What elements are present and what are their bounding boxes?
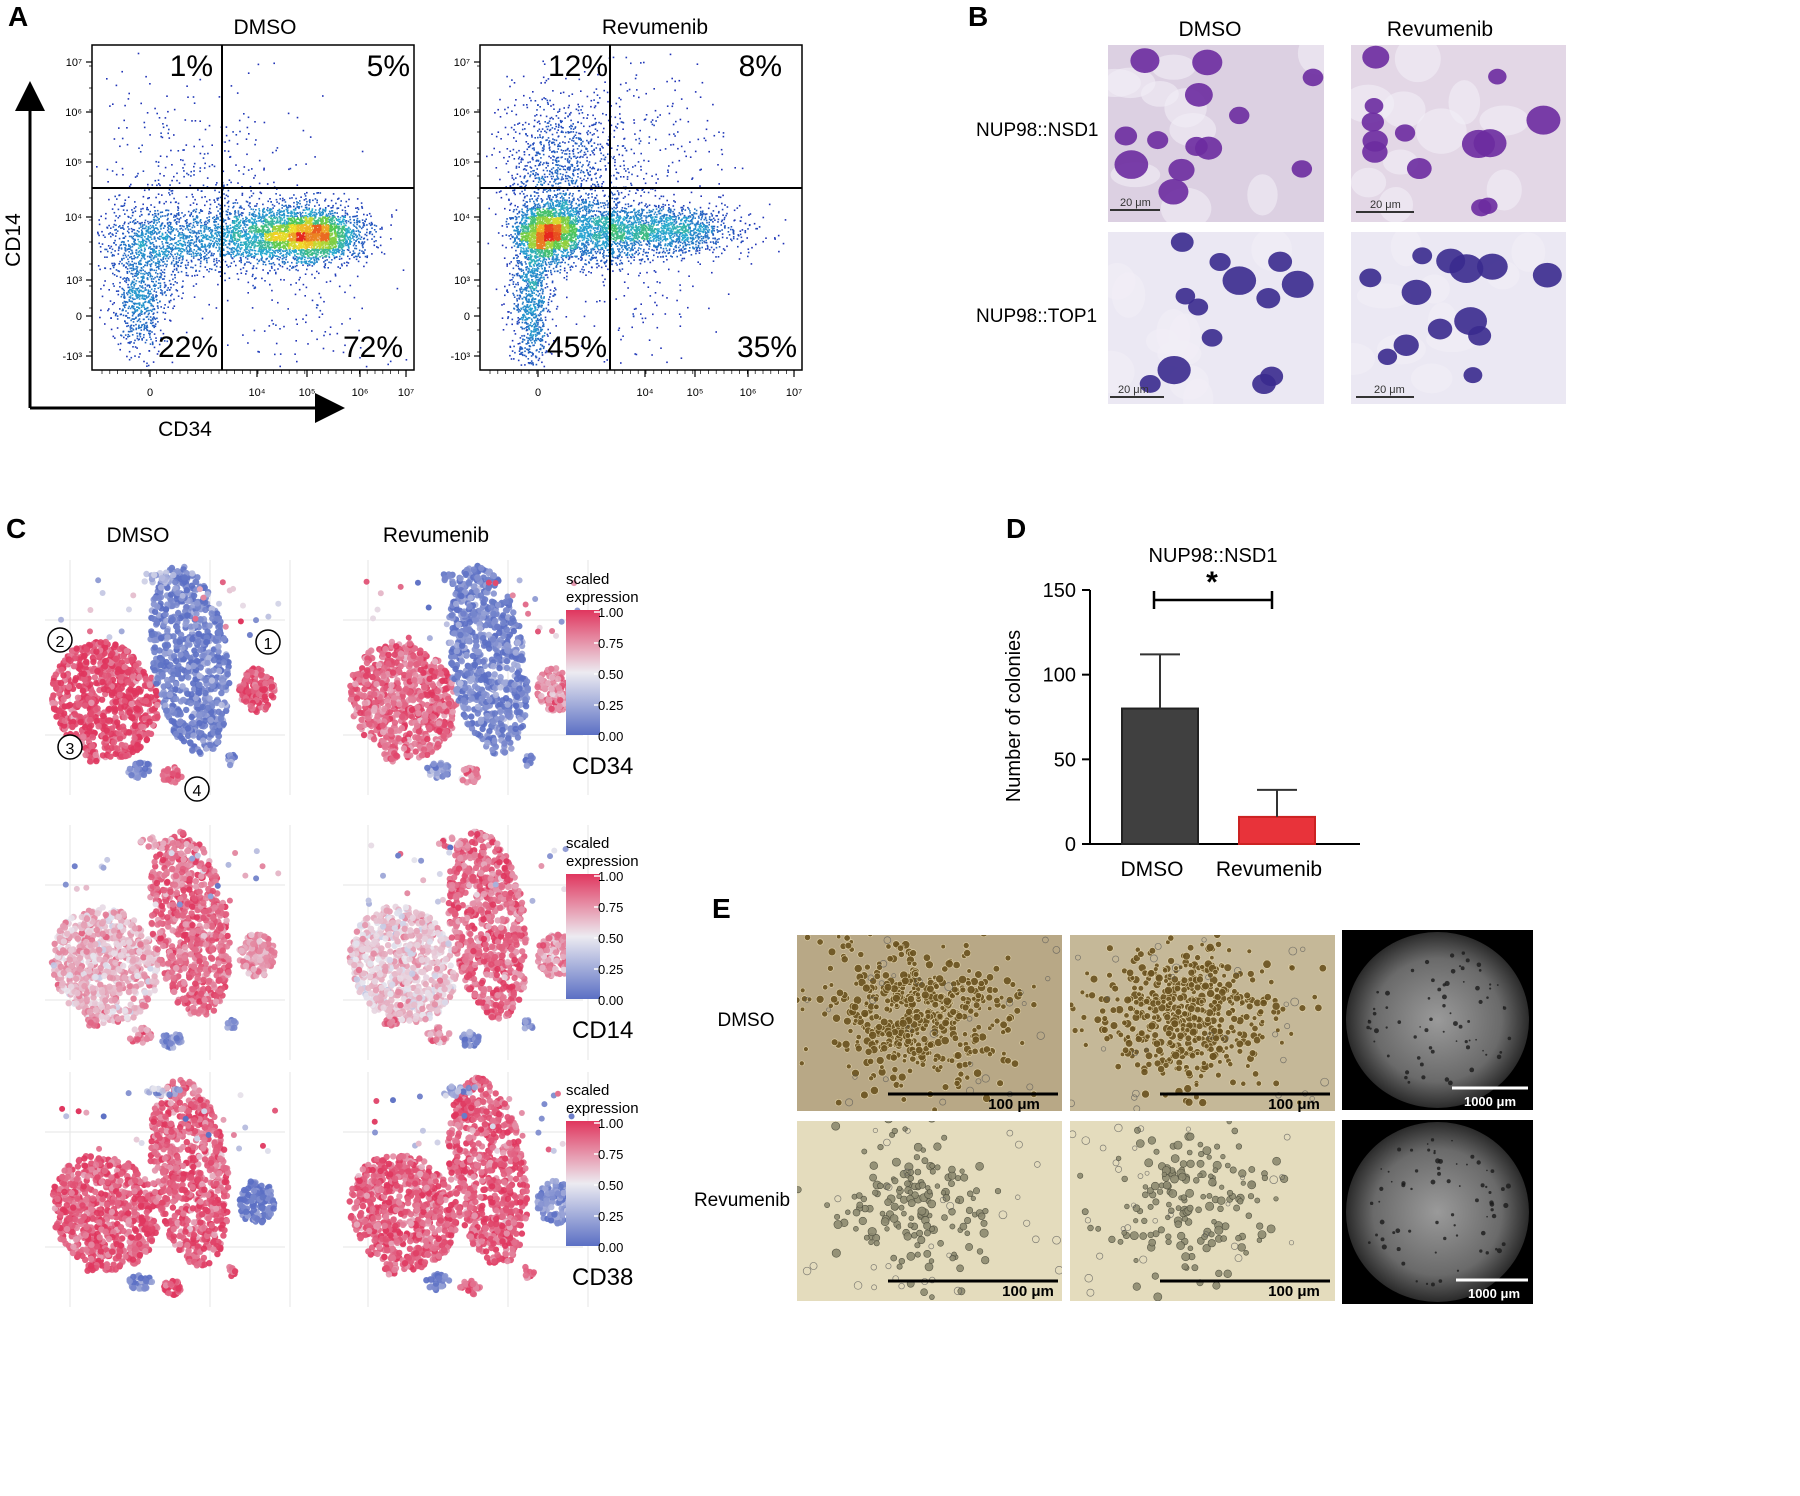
quadrant-ur-revumenib: 8% <box>739 50 782 83</box>
colony-row-revumenib: Revumenib <box>694 1190 790 1211</box>
micrograph-nsd1-dmso <box>1108 45 1324 222</box>
bar-dmso <box>1121 707 1199 845</box>
marker-label-cd38: CD38 <box>572 1264 633 1291</box>
significance-star: * <box>1206 566 1218 599</box>
colony-revumenib-1 <box>797 1121 1062 1301</box>
scale-bar-b4: 20 μm <box>1374 384 1405 396</box>
quadrant-ll-revumenib: 45% <box>547 331 607 364</box>
scale-bar-e6: 1000 μm <box>1468 1286 1520 1301</box>
bar-category-label-revumenib: Revumenib <box>1216 858 1322 881</box>
colony-row-dmso: DMSO <box>718 1010 775 1031</box>
micro-row-top1: NUP98::TOP1 <box>976 306 1097 327</box>
colony-dmso-1 <box>797 935 1062 1111</box>
expression-legends: scaledexpression1.000.750.500.250.00CD34… <box>566 571 639 1291</box>
tsne-map-cd38-dmso <box>45 1072 291 1307</box>
tsne-map-cd34-revumenib <box>343 560 589 795</box>
colony-dmso-2 <box>1070 935 1335 1111</box>
flow-dots-dmso <box>96 52 408 368</box>
tsne-map-cd14-dmso <box>45 825 291 1060</box>
micrograph-top1-dmso <box>1108 232 1324 404</box>
x-axis-label: CD34 <box>158 418 212 441</box>
tsne-map-cd38-revumenib <box>343 1072 589 1307</box>
panel-e: E DMSO Revumenib 100 μm 100 μm 1000 μm 1… <box>694 893 1533 1304</box>
bar-ytick-label: 50 <box>1054 749 1076 771</box>
scale-bar-e3: 1000 μm <box>1464 1094 1516 1109</box>
marker-label-cd34: CD34 <box>572 753 633 780</box>
cluster-label-2: 2 <box>56 634 65 651</box>
panel-b: B DMSO Revumenib NUP98::NSD1 NUP98::TOP1… <box>968 1 1566 404</box>
marker-label-cd14: CD14 <box>572 1017 633 1044</box>
panel-d: D NUP98::NSD1 Number of colonies 0 50 100 1… <box>1003 513 1360 881</box>
micrograph-nsd1-revumenib <box>1351 45 1566 222</box>
flow-plot-revumenib: Revumenib 12% 8% 45% 35% 10⁷10⁶10⁵10⁴10³… <box>450 16 803 399</box>
bar-ytick-label: 100 <box>1043 665 1076 687</box>
panel-letter-d: D <box>1006 513 1026 544</box>
panel-a: A DMSO 1% 5% 22% 72% 10⁷10⁶10⁵10⁴10³0-10… <box>2 1 803 441</box>
cluster-label-4: 4 <box>193 783 202 800</box>
flow-title-revumenib: Revumenib <box>602 16 708 39</box>
panel-letter-b: B <box>968 1 988 32</box>
flow-xticks-dmso: 0 10⁴ 10⁵ 10⁶ 10⁷ <box>101 370 414 399</box>
colony-well-dmso <box>1342 930 1533 1110</box>
scale-bar-b2: 20 μm <box>1370 199 1401 211</box>
scale-bar-e5: 100 μm <box>1268 1283 1320 1300</box>
micro-col-dmso: DMSO <box>1179 18 1242 41</box>
bar-chart: 0 50 100 150 DMSO Revumenib <box>1043 580 1360 881</box>
scale-bar-e1: 100 μm <box>988 1096 1040 1113</box>
micro-row-nsd1: NUP98::NSD1 <box>976 120 1099 141</box>
micro-col-revumenib: Revumenib <box>1387 18 1493 41</box>
quadrant-ul-revumenib: 12% <box>548 50 608 83</box>
scale-bar-e2: 100 μm <box>1268 1096 1320 1113</box>
tsne-col-dmso: DMSO <box>107 524 170 547</box>
bar-chart-ylabel: Number of colonies <box>1003 630 1025 802</box>
bar-ytick-label: 0 <box>1065 834 1076 856</box>
cluster-label-3: 3 <box>66 741 75 758</box>
flow-plot-dmso: DMSO 1% 5% 22% 72% 10⁷10⁶10⁵10⁴10³0-10³ … <box>62 16 415 399</box>
quadrant-lr-dmso: 72% <box>343 331 403 364</box>
bar-ytick-label: 150 <box>1043 580 1076 602</box>
cluster-labels: 1 2 3 4 <box>47 627 281 802</box>
y-axis-label: CD14 <box>2 213 25 267</box>
flow-xticks-revumenib: 0 10⁴ 10⁵ 10⁶ 10⁷ <box>489 370 802 399</box>
tsne-map-cd34-dmso <box>45 560 291 795</box>
colony-well-revumenib <box>1342 1120 1533 1304</box>
quadrant-ur-dmso: 5% <box>367 50 410 83</box>
bar-chart-title: NUP98::NSD1 <box>1149 545 1278 567</box>
scale-bars-b: 20 μm 20 μm 20 μm 20 μm <box>1110 197 1414 398</box>
panel-letter-c: C <box>6 513 26 544</box>
scale-bar-b3: 20 μm <box>1118 384 1149 396</box>
scale-bar-e4: 100 μm <box>1002 1283 1054 1300</box>
tsne-map-cd14-revumenib <box>343 825 589 1060</box>
tsne-col-revumenib: Revumenib <box>383 524 489 547</box>
panel-letter-e: E <box>712 893 731 924</box>
tsne-maps <box>45 560 589 1307</box>
scale-bar-b1: 20 μm <box>1120 197 1151 209</box>
flow-dots-revumenib <box>486 53 787 368</box>
quadrant-lr-revumenib: 35% <box>737 331 797 364</box>
flow-title-dmso: DMSO <box>234 16 297 39</box>
quadrant-ul-dmso: 1% <box>170 50 213 83</box>
micrograph-top1-revumenib <box>1351 232 1566 404</box>
colony-revumenib-2 <box>1070 1121 1335 1301</box>
cluster-label-1: 1 <box>264 636 273 653</box>
panel-c: C DMSO Revumenib scaledexpression1.000.7… <box>6 513 639 1307</box>
panel-letter-a: A <box>8 1 28 32</box>
quadrant-ll-dmso: 22% <box>158 331 218 364</box>
bar-category-label-dmso: DMSO <box>1121 858 1184 881</box>
bar-revumenib <box>1238 815 1316 846</box>
scale-bars-e: 100 μm 100 μm 1000 μm 100 μm 100 μm 1000… <box>888 1086 1528 1301</box>
